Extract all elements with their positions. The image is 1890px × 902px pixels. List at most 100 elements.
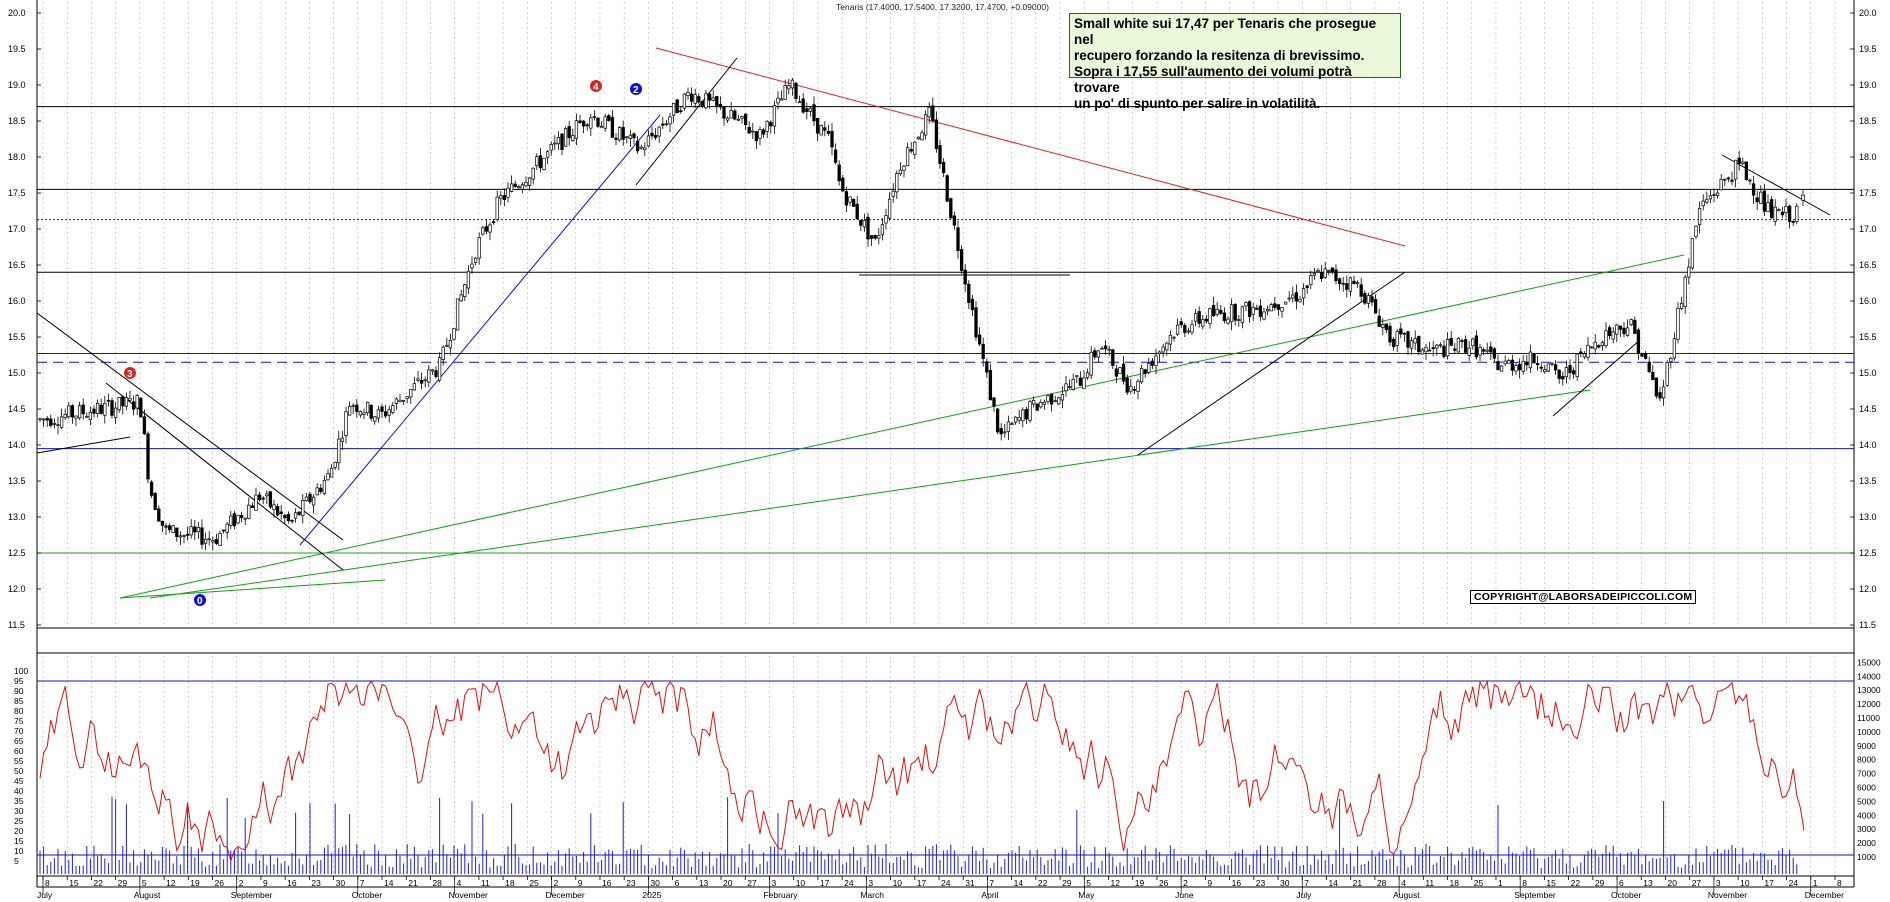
x-tick-label: 11 bbox=[1425, 878, 1434, 888]
candle-body bbox=[1607, 327, 1612, 336]
candle-body bbox=[376, 409, 381, 419]
osc-label: 25 bbox=[14, 816, 24, 826]
month-label: September bbox=[231, 890, 273, 900]
candle-body bbox=[1384, 323, 1389, 331]
candle-body bbox=[1741, 161, 1745, 164]
x-tick-label: 6 bbox=[1619, 878, 1624, 888]
candle-body bbox=[301, 500, 305, 516]
candle-body bbox=[751, 130, 755, 133]
volume-label: 11000 bbox=[1857, 713, 1880, 723]
month-label: November bbox=[449, 890, 488, 900]
candle-body bbox=[1489, 346, 1493, 353]
x-tick-label: 4 bbox=[1401, 878, 1406, 888]
x-tick-label: 24 bbox=[941, 878, 951, 888]
candle-body bbox=[1769, 199, 1774, 219]
candle-body bbox=[1024, 408, 1029, 420]
candle-body bbox=[459, 294, 463, 302]
candle-body bbox=[250, 505, 255, 509]
candle-body bbox=[70, 405, 75, 418]
price-label-left: 11.5 bbox=[8, 620, 25, 630]
candle-body bbox=[653, 135, 658, 138]
candle-body bbox=[567, 126, 571, 139]
x-tick-label: 12 bbox=[1111, 878, 1121, 888]
candle-body bbox=[1388, 325, 1392, 343]
candle-body bbox=[1157, 351, 1162, 355]
candle-body bbox=[142, 416, 147, 435]
candle-body bbox=[1017, 417, 1021, 421]
x-tick-label: 24 bbox=[844, 878, 854, 888]
candle-body bbox=[617, 127, 622, 141]
x-tick-label: 23 bbox=[626, 878, 636, 888]
candle-body bbox=[502, 194, 507, 201]
x-tick-label: 3 bbox=[771, 878, 776, 888]
candle-body bbox=[639, 146, 643, 149]
x-tick-label: 3 bbox=[1716, 878, 1721, 888]
candle-body bbox=[891, 190, 895, 197]
candle-body bbox=[1309, 275, 1313, 286]
candle-body bbox=[1665, 362, 1669, 386]
x-tick-label: 17 bbox=[1764, 878, 1774, 888]
candle-body bbox=[945, 175, 949, 202]
candle-body bbox=[1550, 362, 1554, 365]
candle-body bbox=[387, 409, 391, 416]
candle-body bbox=[1759, 191, 1763, 204]
candle-body bbox=[574, 120, 579, 139]
candle-body bbox=[232, 513, 237, 527]
volume-label: 3000 bbox=[1857, 824, 1876, 834]
candle-body bbox=[1643, 353, 1648, 359]
x-tick-label: 22 bbox=[1571, 878, 1581, 888]
candle-body bbox=[722, 106, 726, 119]
candle-body bbox=[423, 379, 427, 382]
candle-body bbox=[542, 157, 546, 170]
candle-body bbox=[941, 161, 946, 174]
candle-body bbox=[578, 120, 582, 124]
candle-body bbox=[221, 529, 226, 532]
candle-body bbox=[1730, 179, 1734, 182]
candle-body bbox=[437, 357, 442, 381]
candle-body bbox=[1424, 346, 1428, 353]
candle-body bbox=[95, 402, 100, 415]
candle-body bbox=[383, 411, 388, 417]
trendline bbox=[1552, 339, 1641, 417]
osc-label: 30 bbox=[14, 806, 24, 816]
candle-body bbox=[445, 344, 449, 347]
candle-body bbox=[1147, 362, 1151, 373]
candle-body bbox=[1687, 266, 1691, 278]
candle-body bbox=[322, 480, 327, 494]
osc-label: 65 bbox=[14, 736, 24, 746]
candle-body bbox=[333, 461, 337, 468]
candle-body bbox=[1150, 360, 1155, 366]
candle-body bbox=[1255, 307, 1259, 310]
x-tick-label: 22 bbox=[93, 878, 103, 888]
candle-body bbox=[535, 156, 539, 167]
candle-body bbox=[635, 140, 640, 152]
x-tick-label: 16 bbox=[287, 878, 297, 888]
osc-label: 50 bbox=[14, 766, 24, 776]
wave-marker-label: 3 bbox=[127, 369, 133, 380]
candle-body bbox=[81, 404, 85, 415]
candle-body bbox=[1111, 349, 1115, 366]
candle-body bbox=[1557, 369, 1561, 380]
candle-body bbox=[1474, 335, 1479, 358]
candle-body bbox=[581, 120, 586, 127]
wave-marker bbox=[194, 594, 206, 606]
candle-body bbox=[902, 165, 906, 171]
candle-body bbox=[1154, 355, 1158, 367]
candle-body bbox=[1712, 194, 1716, 196]
trendline bbox=[119, 254, 1685, 599]
wave-markers: 0 3 4 2 bbox=[124, 80, 642, 607]
candle-body bbox=[916, 136, 921, 140]
candle-body bbox=[99, 404, 103, 414]
x-tick-label: 24 bbox=[1789, 878, 1799, 888]
candle-body bbox=[797, 101, 802, 104]
candle-body bbox=[1262, 311, 1266, 320]
month-label: October bbox=[1611, 890, 1641, 900]
candle-body bbox=[1589, 346, 1594, 349]
candle-body bbox=[758, 129, 762, 139]
month-label: August bbox=[1393, 890, 1420, 900]
candle-body bbox=[1564, 367, 1569, 378]
osc-label: 5 bbox=[14, 856, 19, 866]
candle-body bbox=[85, 415, 89, 418]
candle-body bbox=[355, 404, 359, 412]
